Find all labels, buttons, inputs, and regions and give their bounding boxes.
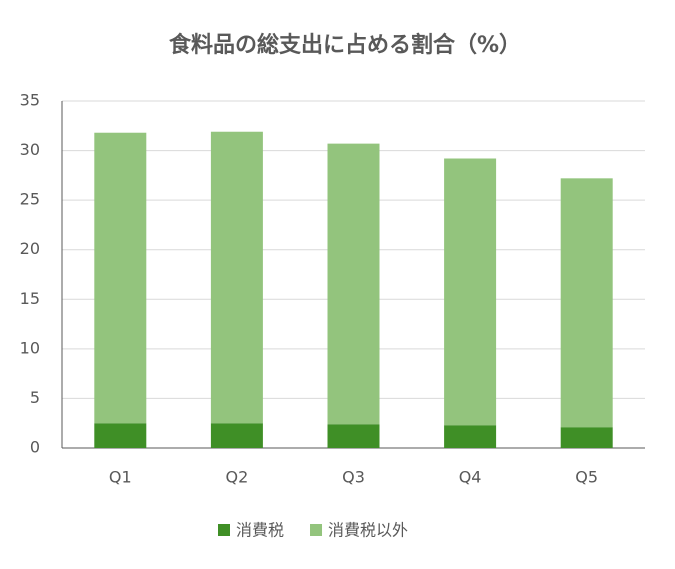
y-tick-label: 5 — [30, 388, 40, 407]
bar-segment — [327, 424, 380, 448]
x-tick-label: Q2 — [226, 468, 249, 487]
x-tick-label: Q1 — [109, 468, 132, 487]
x-tick-label: Q4 — [459, 468, 482, 487]
legend-swatch — [310, 524, 323, 536]
legend-label: 消費税 — [236, 521, 284, 540]
legend-swatch — [218, 524, 230, 536]
bar-segment — [210, 131, 263, 424]
bar-segment — [444, 158, 497, 426]
y-tick-label: 25 — [20, 190, 40, 209]
y-tick-label: 15 — [20, 289, 40, 308]
x-tick-label: Q3 — [342, 468, 365, 487]
bar-segment — [327, 143, 380, 425]
y-tick-label: 20 — [20, 239, 40, 258]
bar-segment — [94, 423, 147, 448]
bar-segment — [210, 423, 263, 448]
y-tick-label: 0 — [30, 438, 40, 457]
bar-segment — [444, 425, 497, 448]
y-tick-label: 30 — [20, 140, 40, 159]
y-tick-label: 10 — [20, 338, 40, 357]
chart-title: 食料品の総支出に占める割合（%） — [169, 32, 521, 58]
y-tick-label: 35 — [20, 91, 40, 110]
bar-segment — [560, 178, 613, 428]
bar-segment — [560, 427, 613, 448]
legend-label: 消費税以外 — [328, 521, 408, 540]
x-tick-label: Q5 — [575, 468, 598, 487]
bar-segment — [94, 132, 147, 424]
